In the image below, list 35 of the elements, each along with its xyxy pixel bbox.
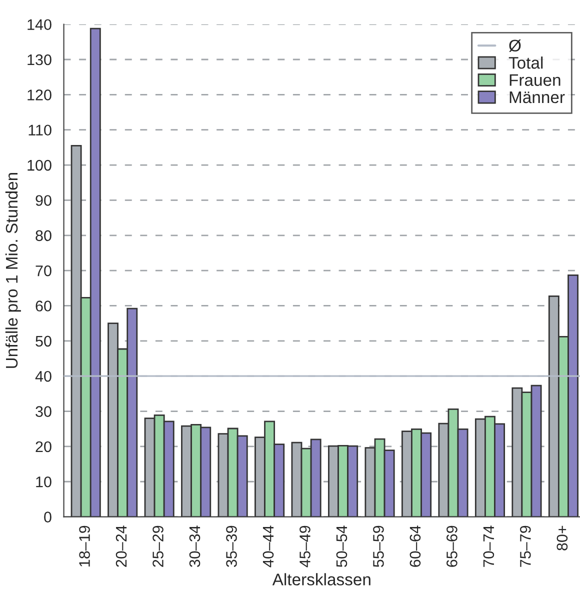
y-tick-label: 110 bbox=[28, 124, 52, 136]
legend-label: Männer bbox=[510, 92, 565, 104]
x-tick-label: 35–39 bbox=[226, 526, 237, 568]
x-tick-label: 65–69 bbox=[446, 526, 458, 567]
y-tick-label: 10 bbox=[36, 476, 52, 488]
y-tick-label: 20 bbox=[36, 441, 52, 452]
x-tick-label: 70–74 bbox=[483, 526, 494, 567]
y-tick-label: 70 bbox=[36, 265, 52, 276]
legend-label: Frauen bbox=[510, 74, 560, 86]
legend-label: Total bbox=[508, 56, 543, 69]
x-tick-label: 80+ bbox=[556, 526, 568, 550]
y-tick-label: 60 bbox=[36, 300, 52, 312]
x-tick-label: 45–49 bbox=[300, 526, 310, 568]
x-tick-label: 55–59 bbox=[373, 526, 384, 567]
x-tick-label: 40–44 bbox=[262, 526, 274, 568]
y-tick-label: 30 bbox=[36, 406, 52, 417]
y-tick-label: 0 bbox=[44, 512, 52, 522]
x-tick-label: 18–19 bbox=[79, 526, 90, 566]
x-tick-label: 50–54 bbox=[336, 526, 348, 567]
y-tick-label: 90 bbox=[36, 195, 52, 206]
y-tick-label: 120 bbox=[28, 90, 52, 100]
y-axis-title: Unfälle pro 1 Mio. Stunden bbox=[5, 172, 21, 368]
y-tick-label: 100 bbox=[28, 160, 52, 171]
x-tick-label: 75–79 bbox=[520, 526, 531, 567]
legend-label: Ø bbox=[509, 39, 521, 52]
x-tick-label: 30–34 bbox=[189, 526, 200, 568]
y-tick-label: 80 bbox=[36, 230, 52, 242]
y-tick-label: 140 bbox=[28, 19, 52, 30]
x-tick-label: 60–64 bbox=[410, 526, 421, 567]
x-axis-title: Altersklassen bbox=[272, 573, 370, 586]
y-tick-label: 40 bbox=[35, 370, 52, 382]
y-tick-label: 130 bbox=[28, 54, 52, 66]
x-tick-label: 25–29 bbox=[152, 526, 164, 567]
y-tick-label: 50 bbox=[36, 336, 52, 347]
x-tick-label: 20–24 bbox=[116, 526, 127, 567]
